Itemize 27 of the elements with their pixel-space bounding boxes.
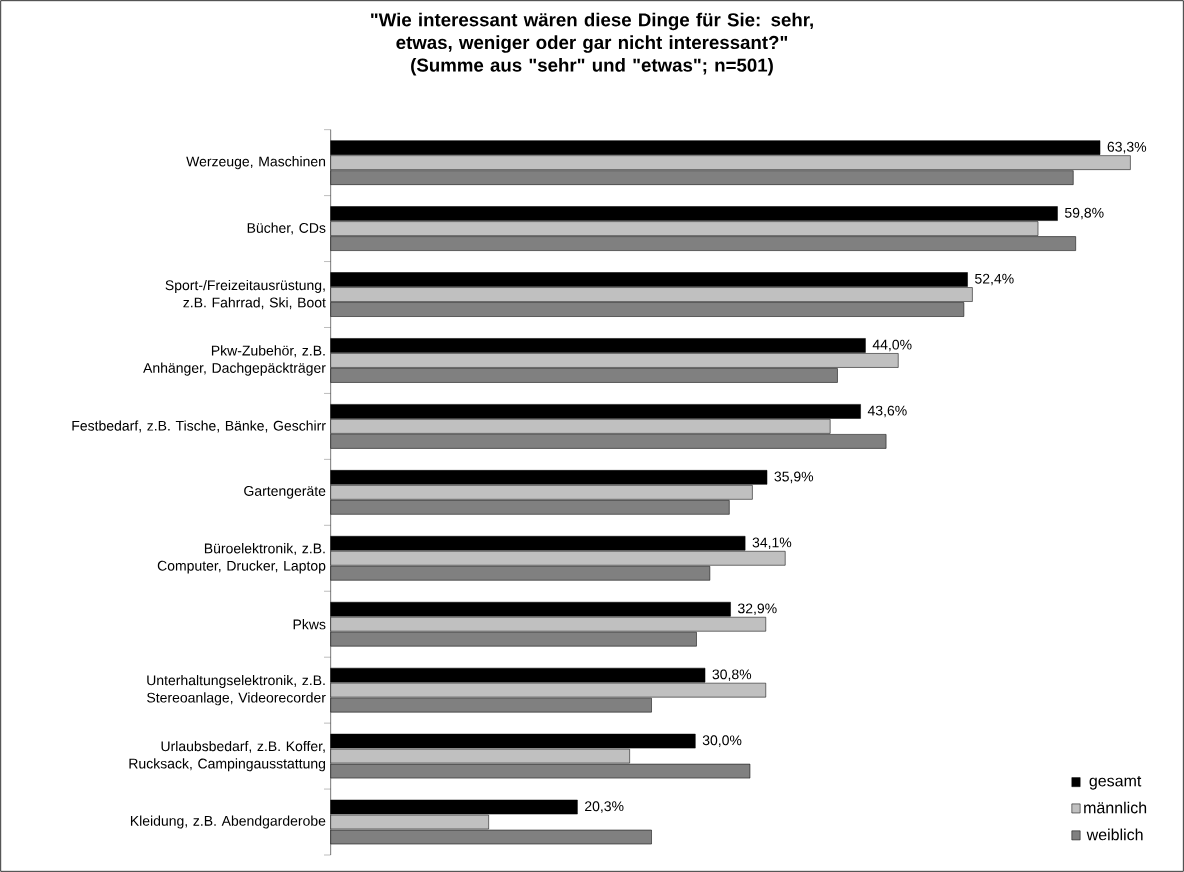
y-tick-label: Werzeuge, Maschinen: [186, 156, 326, 170]
data-label: 30,8%: [712, 669, 752, 681]
data-label: 63,3%: [1107, 141, 1147, 154]
legend-label: männlich: [1084, 801, 1147, 814]
y-tick-label: Bücher, CDs: [247, 222, 326, 235]
legend-label: weiblich: [1086, 828, 1143, 841]
y-tick-label: Unterhaltungselektronik, z.B. Stereoanlage, Videorecorder: [147, 674, 326, 706]
y-tick-label: Gartengeräte: [244, 486, 326, 499]
data-label: 34,1%: [752, 537, 792, 550]
y-tick-label: Kleidung, z.B. Abendgarderobe: [130, 815, 326, 829]
y-tick-label: Sport-/Freizeitausrüstung, z.B. Fahrrad, Ski, Boot: [165, 279, 326, 310]
data-label: 44,0%: [872, 339, 912, 352]
y-tick-label: Pkws: [293, 619, 326, 630]
y-tick-label: Büroelektronik, z.B. Computer, Drucker, Laptop: [157, 543, 326, 574]
chart-title: "Wie interessant wären diese Dinge für Sie: sehr, etwas, weniger oder gar nicht interessant?": [371, 12, 813, 53]
y-tick-label: Pkw-Zubehör, z.B. Anhänger, Dachgepäckträger: [143, 345, 326, 376]
data-label: 20,3%: [585, 801, 624, 813]
data-label: 35,9%: [774, 471, 814, 484]
data-label: 30,0%: [702, 735, 742, 747]
data-label: 59,8%: [1064, 207, 1104, 220]
data-label: 32,9%: [737, 603, 777, 616]
data-label: 43,6%: [867, 405, 907, 418]
legend-label: gesamt: [1089, 775, 1142, 790]
y-tick-label: Urlaubsbedarf, z.B. Koffer, Rucksack, Campingausstattung: [129, 740, 326, 772]
data-label: 52,4%: [975, 273, 1014, 286]
chart-subtitle: (Summe aus "sehr" und "etwas"; n=501): [411, 58, 773, 76]
y-tick-label: Festbedarf, z.B. Tische, Bänke, Geschirr: [72, 420, 326, 433]
